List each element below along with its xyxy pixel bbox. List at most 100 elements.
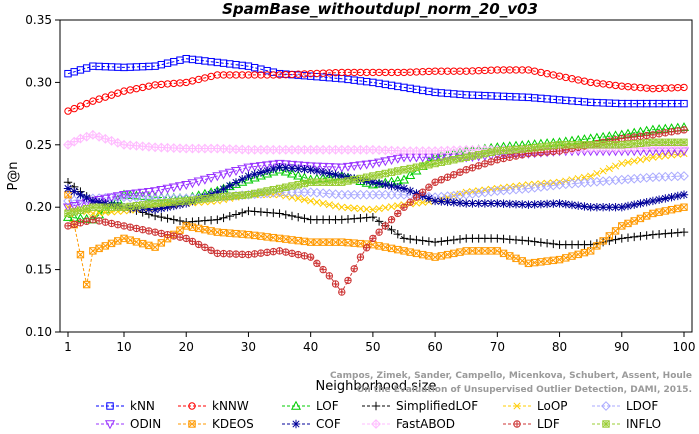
point-ldf-12 [132, 224, 141, 233]
point-loop-53 [388, 203, 396, 211]
point-cof-52 [381, 180, 390, 189]
point-inflo-49 [362, 173, 371, 181]
point-cof-72 [505, 199, 514, 209]
point-inflo-20 [182, 197, 190, 205]
point-simplifiedlof-100 [679, 227, 689, 237]
point-cof-55 [399, 184, 409, 193]
point-kdeos-25 [213, 228, 222, 236]
point-ldf-37 [288, 249, 296, 258]
point-odin-28 [230, 167, 242, 176]
point-kdeos-12 [132, 238, 141, 246]
point-inflo-98 [667, 138, 676, 147]
point-ldf-22 [194, 240, 203, 249]
point-loop-88 [605, 164, 613, 173]
series-ldf [64, 126, 688, 296]
point-inflo-60 [431, 159, 439, 168]
point-odin-26 [218, 170, 229, 180]
legend-item-knn: kNN [96, 399, 155, 413]
point-cof-83 [574, 201, 583, 210]
point-odin-40 [305, 162, 316, 172]
point-cof-96 [654, 195, 664, 204]
point-inflo-9 [114, 203, 122, 211]
point-cof-13 [138, 204, 147, 213]
point-loop-94 [643, 154, 651, 163]
point-ldf-27 [226, 250, 234, 258]
point-ldf-91 [624, 134, 632, 142]
point-inflo-84 [580, 141, 589, 149]
point-odin-15 [150, 187, 161, 197]
point-ldf-40 [306, 253, 315, 261]
point-inflo-47 [350, 176, 358, 184]
point-ldf-15 [151, 228, 159, 236]
y-tick-label-2: 0.20 [25, 200, 52, 214]
point-kdeos-88 [605, 232, 614, 240]
series-line-knnw [67, 69, 685, 112]
point-inflo-89 [611, 141, 620, 149]
point-cof-26 [219, 184, 228, 194]
point-inflo-73 [512, 145, 520, 154]
point-cof-35 [275, 163, 284, 172]
point-knn-19 [176, 56, 184, 64]
point-simplifiedlof-92 [630, 232, 639, 242]
point-odin-2 [69, 201, 80, 211]
point-knnw-7 [101, 93, 110, 101]
point-ldf-5 [89, 215, 97, 224]
point-ldf-38 [294, 250, 302, 259]
legend-label-fastabod: FastABOD [396, 417, 455, 431]
point-inflo-38 [294, 181, 302, 189]
point-inflo-63 [450, 156, 458, 164]
legend-marker-cof [291, 419, 301, 429]
series-line-cof [67, 166, 685, 211]
point-odin-52 [380, 157, 391, 167]
point-inflo-27 [226, 192, 234, 200]
legend-label-lof: LOF [316, 399, 339, 413]
point-inflo-100 [680, 138, 688, 147]
point-knnw-100 [680, 83, 688, 92]
plot-area [59, 19, 693, 333]
point-loop-45 [338, 203, 346, 211]
legend-item-lof: LOF [282, 399, 339, 413]
point-simplifiedlof-60 [430, 237, 440, 247]
point-ldf-46 [344, 276, 352, 285]
point-ldf-92 [630, 133, 638, 141]
point-loop-87 [599, 167, 607, 175]
point-loop-40 [307, 197, 315, 205]
legend-label-simplifiedlof: SimplifiedLOF [396, 399, 478, 413]
point-inflo-50 [369, 172, 377, 180]
point-cof-79 [549, 199, 558, 208]
point-simplifiedlof-37 [287, 211, 297, 221]
point-cof-60 [430, 196, 440, 206]
point-ldf-90 [618, 134, 626, 143]
point-fastabod-1 [63, 139, 73, 150]
point-inflo-52 [381, 169, 390, 178]
point-cof-33 [262, 166, 272, 175]
point-ldf-8 [107, 219, 116, 228]
point-ldf-54 [394, 209, 402, 218]
point-ldf-100 [680, 126, 688, 134]
legend-label-ldf: LDF [537, 417, 560, 431]
point-cof-50 [368, 178, 378, 187]
point-ldf-57 [412, 193, 421, 201]
point-knn-100 [680, 99, 688, 108]
point-ldof-12 [131, 192, 142, 203]
point-ldf-48 [356, 253, 365, 261]
point-ldf-55 [400, 203, 408, 211]
point-lof-36 [280, 166, 291, 176]
point-odin-39 [299, 161, 310, 171]
point-ldf-96 [655, 130, 663, 138]
point-inflo-28 [232, 192, 240, 200]
point-cof-17 [163, 203, 172, 212]
point-odin-38 [293, 161, 304, 171]
point-odin-20 [181, 181, 192, 190]
point-kdeos-100 [680, 203, 688, 211]
point-inflo-18 [170, 198, 178, 206]
point-cof-98 [667, 193, 676, 202]
point-kdeos-3 [76, 250, 85, 259]
point-inflo-48 [356, 174, 365, 183]
point-odin-45 [336, 163, 347, 173]
point-kdeos-83 [574, 250, 582, 259]
point-kdeos-33 [263, 233, 271, 241]
point-inflo-16 [157, 199, 166, 207]
point-odin-49 [361, 160, 372, 170]
point-inflo-4 [82, 205, 91, 213]
